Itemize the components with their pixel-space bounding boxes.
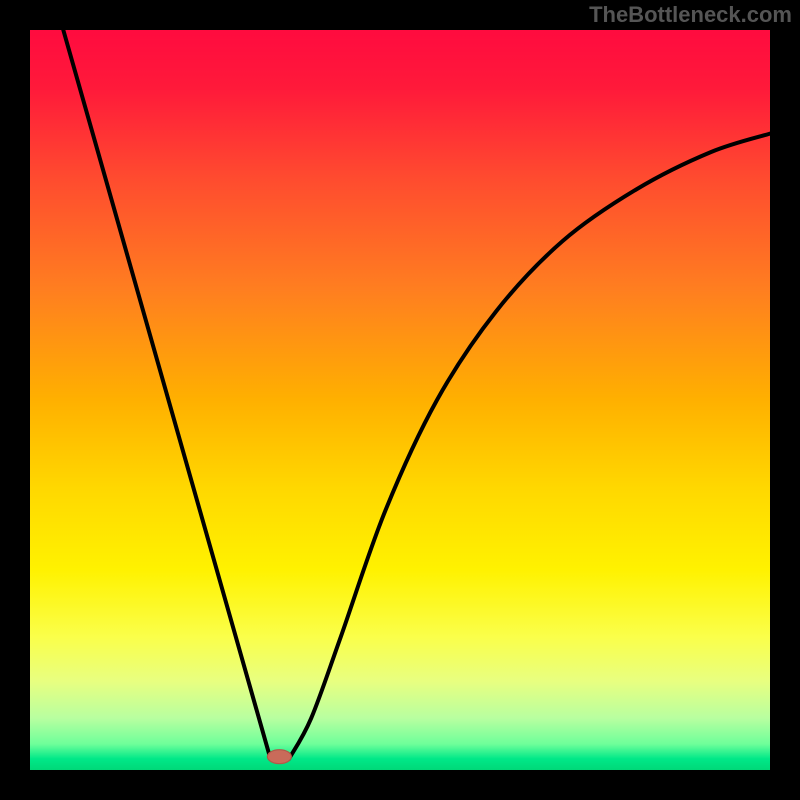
watermark-text: TheBottleneck.com: [589, 2, 792, 28]
bottleneck-chart: TheBottleneck.com: [0, 0, 800, 800]
chart-svg: [0, 0, 800, 800]
minimum-marker: [267, 750, 291, 764]
chart-plot-area: [30, 30, 770, 770]
